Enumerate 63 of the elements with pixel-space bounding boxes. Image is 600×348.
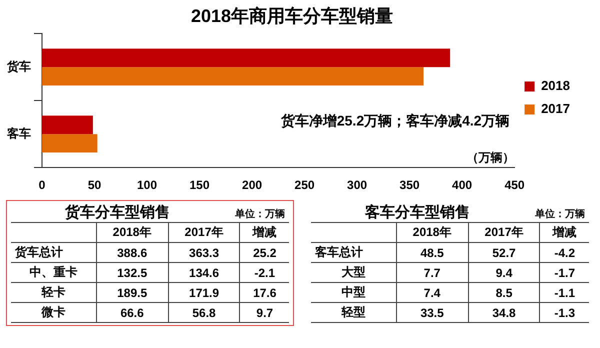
text: -1.7: [554, 266, 576, 280]
text: 48.5: [420, 246, 444, 260]
text: -1.1: [554, 286, 576, 300]
text: 17.6: [253, 286, 276, 300]
category-label: 客车总计: [315, 245, 363, 259]
x-tick-label: 200: [242, 178, 262, 192]
category-label: 2018年: [396, 222, 468, 242]
text: 189.5: [117, 286, 148, 300]
text: 7.4: [424, 286, 440, 300]
text: 66.6: [120, 306, 144, 320]
x-tick-label: 50: [88, 178, 102, 192]
y-tick-label: 客车: [6, 126, 31, 140]
x-tick-label: 400: [452, 178, 472, 192]
category-label: 中型: [341, 285, 366, 299]
category-label: 2017年: [468, 222, 540, 242]
chart-title: 2018年商用车分车型销量: [190, 6, 394, 26]
bar: [42, 67, 424, 86]
bar: [42, 48, 450, 68]
x-tick-label: 450: [504, 178, 525, 192]
annotation: 货车净增25.2万辆；客车净减4.2万辆: [280, 112, 510, 129]
x-tick-label: 300: [347, 178, 368, 192]
text: 52.7: [492, 246, 516, 260]
category-label: 大型: [341, 265, 366, 279]
x-axis-title: （万辆）: [466, 150, 515, 165]
bar: [42, 116, 93, 134]
category-label: 增减: [240, 222, 289, 242]
x-tick-label: 100: [137, 178, 158, 192]
text: 388.6: [117, 246, 148, 260]
text: 33.5: [420, 306, 444, 320]
text: 货车分车型销售: [65, 203, 170, 222]
category-label: 2018年: [96, 222, 168, 242]
x-tick-label: 150: [190, 178, 210, 192]
category-label: 轻卡: [41, 285, 66, 299]
category-label: 微卡: [41, 305, 66, 319]
category-label: 2017年: [168, 222, 240, 242]
category-label: 货车总计: [15, 245, 63, 259]
text: 单位：万辆: [535, 208, 585, 221]
x-tick-label: 350: [400, 178, 420, 192]
text: 9.7: [256, 306, 274, 320]
text: 客车分车型销售: [365, 203, 470, 222]
y-tick-label: 货车: [6, 59, 31, 74]
text: 56.8: [192, 306, 216, 320]
category-label: 增减: [540, 222, 589, 242]
text: 单位：万辆: [235, 208, 285, 221]
legend-label: 2018: [541, 78, 570, 94]
text: 134.6: [189, 266, 220, 280]
bar: [42, 134, 98, 153]
category-label: 中、重卡: [29, 265, 78, 279]
text: -4.2: [554, 246, 576, 260]
text: 132.5: [117, 266, 148, 280]
text: 171.9: [189, 286, 220, 300]
x-tick-label: 0: [38, 178, 46, 192]
text: 9.4: [496, 266, 512, 280]
legend-label: 2017: [541, 101, 570, 116]
text: 25.2: [253, 246, 276, 260]
text: -1.3: [554, 306, 576, 320]
text: -2.1: [254, 266, 276, 280]
x-tick-label: 250: [294, 178, 315, 192]
text: 363.3: [189, 246, 220, 260]
text: 7.7: [424, 266, 440, 280]
text: 34.8: [492, 306, 516, 320]
text: 8.5: [496, 286, 512, 300]
category-label: 轻型: [341, 305, 366, 319]
